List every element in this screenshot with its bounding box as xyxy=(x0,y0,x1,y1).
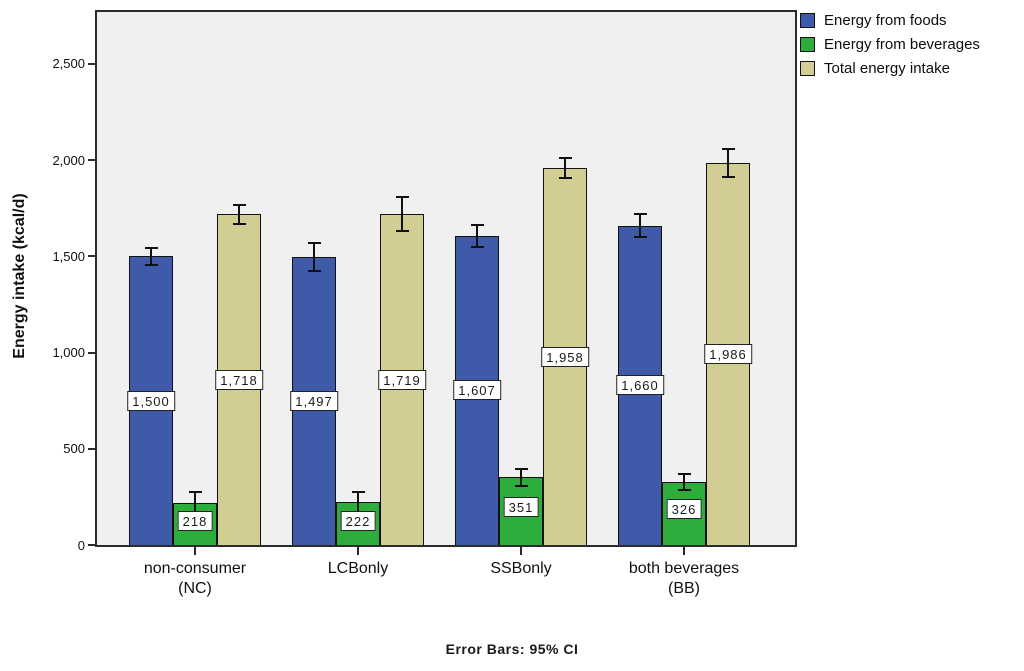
y-tick-label: 1,000 xyxy=(52,345,85,361)
error-bar-line xyxy=(238,204,240,224)
error-bar-line xyxy=(476,225,478,247)
bar-value-label: 1,718 xyxy=(215,369,263,390)
error-bar-line xyxy=(313,242,315,271)
bar-value-label: 1,497 xyxy=(290,390,338,411)
y-tick-label: 0 xyxy=(77,537,85,553)
error-bar-cap-top xyxy=(351,491,365,494)
error-bars-caption: Error Bars: 95% CI xyxy=(445,641,579,657)
plot-area: 1,500 1,497 1,607 1,660 218 222 351 326 1,718 1,7… xyxy=(95,10,797,547)
legend-label: Total energy intake xyxy=(824,59,950,77)
x-category-label: SSBonly xyxy=(490,560,552,577)
legend-label: Energy from beverages xyxy=(824,35,980,53)
bar-value-label: 218 xyxy=(177,511,213,532)
error-bar-cap-top xyxy=(232,203,246,206)
error-bar-cap-bottom xyxy=(558,177,572,180)
y-tick-mark xyxy=(88,447,95,450)
error-bar-cap-bottom xyxy=(470,245,484,248)
y-axis-title: Energy intake (kcal/d) xyxy=(11,193,28,359)
x-tick-mark xyxy=(194,545,196,555)
bar-value-label: 222 xyxy=(340,510,376,531)
bar-value-label: 351 xyxy=(503,496,539,517)
error-bar-cap-top xyxy=(470,224,484,226)
error-bar-cap-top xyxy=(514,467,528,470)
y-tick-mark xyxy=(88,159,95,162)
legend-item: Total energy intake xyxy=(800,56,980,80)
x-category-label: LCBonly xyxy=(327,560,389,577)
error-bar-cap-top xyxy=(633,213,647,216)
y-tick-mark xyxy=(88,544,95,546)
bar-value-label: 1,719 xyxy=(378,369,426,390)
y-tick-label: 500 xyxy=(63,441,85,457)
error-bar-line xyxy=(194,492,196,514)
error-bar-line xyxy=(520,468,522,486)
y-tick-mark xyxy=(88,351,95,354)
y-tick-label: 2,000 xyxy=(52,152,85,168)
legend: Energy from foods Energy from beverages To… xyxy=(800,8,980,80)
bar-value-label: 1,660 xyxy=(616,375,664,396)
error-bar-cap-bottom xyxy=(232,222,246,225)
x-category-label: non-consumer (NC) xyxy=(143,560,247,597)
legend-item: Energy from foods xyxy=(800,8,980,32)
error-bar-cap-top xyxy=(721,148,735,150)
bar-value-label: 1,986 xyxy=(704,343,752,364)
error-bar-line xyxy=(150,248,152,265)
error-bar-cap-top xyxy=(188,491,202,494)
error-bar-line xyxy=(357,492,359,513)
bar-value-label: 1,500 xyxy=(127,390,175,411)
error-bar-cap-top xyxy=(144,247,158,250)
error-bar-line xyxy=(401,197,403,232)
bar-value-label: 1,958 xyxy=(541,346,589,367)
x-tick-mark xyxy=(357,545,359,555)
error-bar-cap-bottom xyxy=(307,269,321,272)
y-tick-mark xyxy=(88,62,95,65)
error-bar-cap-bottom xyxy=(721,175,735,178)
legend-swatch-icon xyxy=(800,12,815,28)
error-bar-cap-bottom xyxy=(677,489,691,492)
error-bar-cap-top xyxy=(558,157,572,160)
error-bar-cap-top xyxy=(307,241,321,244)
error-bar-line xyxy=(727,149,729,177)
legend-item: Energy from beverages xyxy=(800,32,980,56)
error-bar-cap-bottom xyxy=(514,484,528,487)
y-tick-label: 2,500 xyxy=(52,56,85,72)
bar-value-label: 1,607 xyxy=(453,380,501,401)
error-bar-line xyxy=(639,214,641,238)
x-tick-mark xyxy=(683,545,685,555)
y-tick-label: 1,500 xyxy=(52,248,85,264)
error-bar-cap-top xyxy=(677,473,691,476)
x-category-label: both beverages (BB) xyxy=(628,560,740,597)
y-tick-mark xyxy=(88,255,95,258)
legend-swatch-icon xyxy=(800,36,815,52)
x-tick-mark xyxy=(520,545,522,555)
legend-label: Energy from foods xyxy=(824,11,947,29)
legend-swatch-icon xyxy=(800,60,815,76)
error-bar-cap-bottom xyxy=(144,263,158,266)
error-bar-line xyxy=(564,158,566,179)
error-bar-cap-bottom xyxy=(395,230,409,233)
error-bar-cap-top xyxy=(395,196,409,199)
error-bar-line xyxy=(683,474,685,491)
bar-value-label: 326 xyxy=(666,499,702,520)
error-bar-cap-bottom xyxy=(633,236,647,239)
